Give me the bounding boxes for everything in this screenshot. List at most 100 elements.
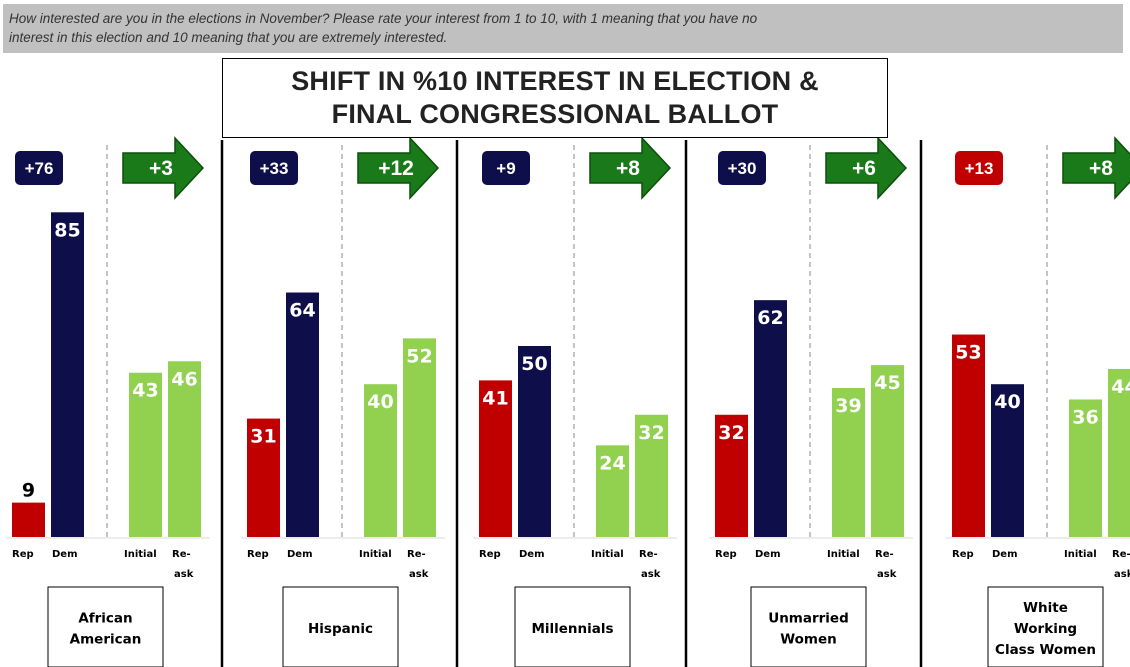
bar-reask (1108, 368, 1130, 537)
margin-badge (718, 151, 766, 185)
bar-reask (635, 414, 668, 537)
bar-label-initial: Initial (827, 549, 860, 560)
bar-initial (129, 372, 162, 537)
data-label-rep: 32 (718, 422, 744, 444)
bar-label-dem: Dem (992, 549, 1018, 560)
question-line-2: interest in this election and 10 meaning… (9, 30, 448, 45)
data-label-reask: 45 (874, 372, 900, 394)
question-line-1: How interested are you in the elections … (9, 11, 758, 26)
bar-label-rep: Rep (247, 549, 269, 560)
data-label-dem: 40 (994, 391, 1020, 413)
data-label-dem: 64 (289, 300, 315, 322)
data-label-rep: 31 (250, 426, 276, 448)
bar-label-initial: Initial (359, 549, 392, 560)
bar-label-dem: Dem (287, 549, 313, 560)
shift-arrow-label: +6 (852, 157, 876, 180)
bar-dem (518, 346, 551, 537)
margin-badge-label: +13 (965, 159, 994, 178)
group-name-label: Working (1014, 621, 1077, 637)
bar-label-reask-2: ask (409, 569, 429, 580)
bar-label-reask-2: ask (877, 569, 897, 580)
bar-reask (168, 361, 201, 537)
chart-title-line-1: SHIFT IN %10 INTEREST IN ELECTION & (291, 66, 819, 96)
group-name-box (750, 586, 867, 667)
data-label-rep: 9 (22, 480, 35, 502)
bar-initial (364, 384, 397, 537)
data-label-rep: 41 (482, 387, 508, 409)
bar-initial (832, 388, 865, 537)
bar-dem (286, 292, 319, 537)
bar-label-initial: Initial (1064, 549, 1097, 560)
margin-badge-label: +9 (496, 159, 515, 178)
data-label-rep: 53 (955, 342, 981, 364)
bar-rep (247, 418, 280, 537)
group-name-label: Unmarried (768, 611, 849, 627)
bar-label-reask-1: Re- (172, 549, 191, 560)
data-label-dem: 62 (757, 307, 783, 329)
bar-rep (12, 502, 45, 537)
margin-badge (482, 151, 530, 185)
data-label-reask: 46 (171, 368, 197, 390)
shift-arrow-label: +12 (378, 157, 414, 180)
margin-badge (250, 151, 298, 185)
bar-label-rep: Rep (479, 549, 501, 560)
bar-label-initial: Initial (124, 549, 157, 560)
bar-label-reask-1: Re- (407, 549, 426, 560)
group-name-box (514, 586, 631, 667)
bar-label-reask-1: Re- (875, 549, 894, 560)
bar-rep (952, 334, 985, 537)
group-name-label: Class Women (995, 642, 1096, 658)
bar-reask (871, 365, 904, 537)
margin-badge (955, 151, 1003, 185)
data-label-initial: 39 (835, 395, 861, 417)
bar-label-rep: Rep (715, 549, 737, 560)
shift-arrow (825, 136, 908, 200)
group-name-box (47, 586, 164, 667)
bar-label-reask-1: Re- (639, 549, 658, 560)
bar-initial (596, 445, 629, 537)
group-name-box (987, 586, 1104, 667)
bar-label-rep: Rep (952, 549, 974, 560)
bar-label-rep: Rep (12, 549, 34, 560)
data-label-initial: 24 (599, 452, 625, 474)
bar-label-dem: Dem (52, 549, 78, 560)
shift-arrow (1062, 136, 1130, 200)
margin-badge-label: +76 (25, 159, 54, 178)
group-name-label: African (78, 611, 132, 627)
data-label-reask: 32 (638, 422, 664, 444)
bar-reask (403, 338, 436, 537)
margin-badge (15, 151, 63, 185)
bar-label-reask-2: ask (174, 569, 194, 580)
bar-label-initial: Initial (591, 549, 624, 560)
shift-arrow (357, 136, 440, 200)
data-label-dem: 50 (521, 353, 547, 375)
shift-arrow-label: +8 (616, 157, 640, 180)
data-label-initial: 36 (1072, 406, 1098, 428)
group-name-box (282, 586, 399, 667)
bar-label-dem: Dem (519, 549, 545, 560)
shift-arrow (122, 136, 205, 200)
group-name-label: Millennials (531, 621, 613, 637)
shift-arrow-label: +8 (1089, 157, 1113, 180)
margin-badge-label: +30 (728, 159, 757, 178)
bar-dem (991, 384, 1024, 537)
bar-initial (1069, 399, 1102, 537)
group-name-label: White (1023, 600, 1068, 616)
bar-dem (754, 300, 787, 537)
bar-label-dem: Dem (755, 549, 781, 560)
shift-arrow (589, 136, 672, 200)
group-name-label: Hispanic (308, 621, 373, 637)
group-name-label: Women (780, 632, 837, 648)
chart-title-line-2: FINAL CONGRESSIONAL BALLOT (331, 99, 779, 129)
bar-rep (715, 414, 748, 537)
bar-label-reask-2: ask (641, 569, 661, 580)
bar-label-reask-1: Re- (1112, 549, 1130, 560)
data-label-initial: 40 (367, 391, 393, 413)
data-label-reask: 52 (406, 345, 432, 367)
chart-title: SHIFT IN %10 INTEREST IN ELECTION & FINA… (222, 58, 888, 138)
shift-arrow-label: +3 (149, 157, 173, 180)
bar-dem (51, 212, 84, 538)
group-name-label: American (70, 632, 142, 648)
question-text: How interested are you in the elections … (3, 4, 1123, 53)
